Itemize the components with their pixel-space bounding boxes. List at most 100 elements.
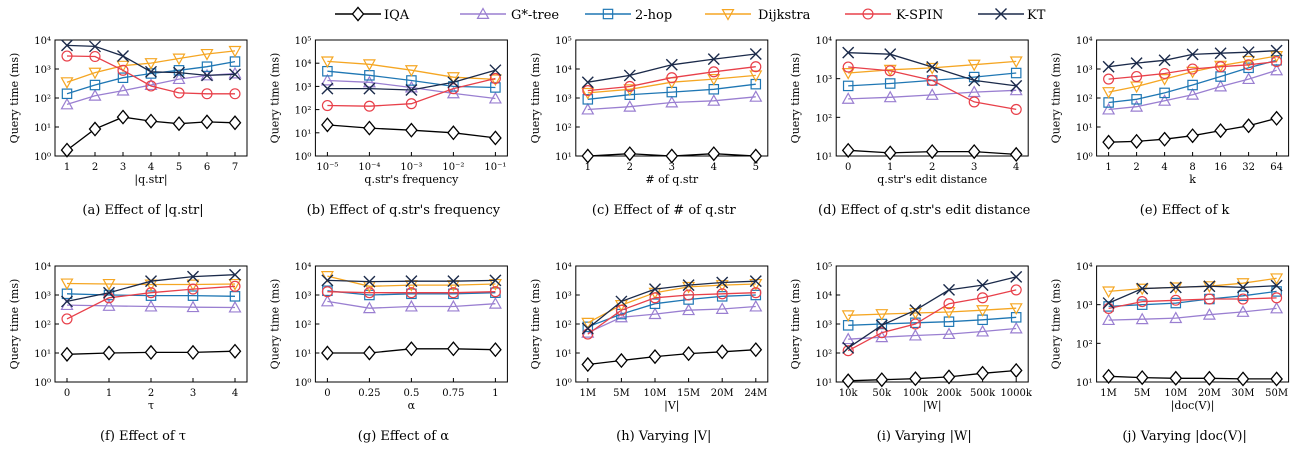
data-point bbox=[1214, 123, 1227, 139]
data-point bbox=[447, 275, 460, 288]
legend-label: Dijkstra bbox=[758, 8, 811, 23]
data-point bbox=[116, 109, 130, 125]
data-point bbox=[842, 345, 854, 357]
x-tick-label: 1 bbox=[492, 388, 498, 399]
data-point bbox=[229, 268, 241, 281]
data-point bbox=[320, 56, 334, 69]
y-tick-label: 10⁵ bbox=[815, 262, 832, 273]
data-point bbox=[145, 65, 157, 78]
series-iqa bbox=[581, 342, 763, 373]
data-point bbox=[405, 122, 418, 138]
data-point bbox=[967, 59, 981, 72]
data-point bbox=[1203, 370, 1216, 386]
series-k-spin bbox=[321, 72, 501, 112]
y-axis-title: Query time (ms) bbox=[789, 279, 802, 370]
data-point bbox=[1237, 293, 1249, 305]
series-kt bbox=[61, 268, 241, 308]
data-point bbox=[648, 349, 662, 365]
data-point bbox=[943, 298, 955, 310]
data-point bbox=[1102, 286, 1116, 299]
data-point bbox=[363, 345, 376, 361]
series-g-tree bbox=[581, 90, 763, 115]
data-point bbox=[89, 50, 101, 63]
data-point bbox=[665, 95, 679, 108]
data-point bbox=[968, 74, 981, 87]
data-point bbox=[582, 94, 594, 105]
data-point bbox=[1010, 284, 1022, 296]
data-point bbox=[117, 64, 129, 76]
data-point bbox=[1009, 362, 1023, 379]
chart-caption: (j) Varying |doc(V)| bbox=[1122, 429, 1247, 444]
data-point bbox=[976, 365, 989, 381]
data-point bbox=[876, 327, 888, 339]
x-tick-label: 100k bbox=[903, 388, 929, 399]
data-point bbox=[683, 289, 695, 301]
data-point bbox=[750, 61, 762, 73]
series-line bbox=[587, 280, 756, 330]
legend-item-2-hop: 2-hop bbox=[585, 8, 672, 23]
data-point bbox=[1243, 59, 1255, 71]
data-point bbox=[173, 66, 185, 79]
series-line bbox=[66, 55, 235, 95]
data-point bbox=[925, 143, 939, 160]
series-line bbox=[1108, 55, 1277, 93]
data-point bbox=[649, 283, 661, 296]
chart-3: 10¹ 10² 10³ 10⁴ 10⁵ 1 2 3 4 5 Query time (ms) # of … bbox=[529, 36, 769, 218]
data-point bbox=[60, 142, 74, 158]
x-tick-label: 1 bbox=[887, 162, 893, 173]
x-tick-label: 10⁻⁴ bbox=[358, 162, 380, 173]
x-tick-label: 3 bbox=[669, 162, 675, 173]
data-point bbox=[1170, 294, 1182, 306]
data-point bbox=[1130, 99, 1144, 112]
y-tick-label: 10⁵ bbox=[555, 36, 572, 47]
y-axis-title: Query time (ms) bbox=[268, 53, 281, 144]
x-tick-label: 3 bbox=[120, 162, 126, 173]
series-2-hop bbox=[61, 56, 241, 100]
data-point bbox=[708, 66, 720, 78]
chart-caption: (f) Effect of τ bbox=[100, 429, 186, 444]
data-point bbox=[884, 78, 896, 89]
data-point bbox=[321, 286, 333, 298]
data-point bbox=[228, 343, 242, 359]
series-iqa bbox=[321, 341, 502, 361]
chart-4: 10¹ 10² 10³ 10⁴ 0 1 2 3 4 Query time (ms) q.str's … bbox=[789, 36, 1030, 218]
x-tick-label: 3 bbox=[190, 388, 196, 399]
data-point bbox=[145, 80, 157, 92]
series-line bbox=[66, 285, 236, 320]
data-point bbox=[89, 79, 101, 91]
data-point bbox=[1102, 134, 1115, 150]
data-point bbox=[842, 80, 854, 92]
data-point bbox=[321, 99, 333, 112]
data-point bbox=[144, 58, 158, 70]
series-line bbox=[848, 369, 1017, 382]
series-line bbox=[66, 304, 236, 309]
data-point bbox=[841, 142, 855, 158]
y-tick-label: 10⁰ bbox=[295, 378, 312, 389]
x-tick-label: 4 bbox=[148, 162, 154, 173]
data-point bbox=[1236, 371, 1250, 387]
series-line bbox=[327, 291, 496, 294]
data-point bbox=[581, 148, 595, 164]
data-point bbox=[228, 45, 242, 58]
y-tick-label: 10¹ bbox=[1076, 378, 1093, 389]
series-dijkstra bbox=[581, 70, 763, 100]
x-tick-label: 10⁻³ bbox=[400, 162, 422, 173]
data-point bbox=[1103, 73, 1115, 85]
x-tick-label: 20M bbox=[1198, 388, 1221, 399]
series-line bbox=[66, 293, 236, 297]
data-point bbox=[200, 48, 214, 61]
data-point bbox=[446, 299, 460, 312]
legend-label: 2-hop bbox=[635, 8, 672, 23]
data-point bbox=[1237, 290, 1249, 302]
series-k-spin bbox=[842, 61, 1022, 115]
y-axis-title: Query time (ms) bbox=[8, 279, 21, 370]
series-line bbox=[587, 283, 756, 324]
x-tick-label: 8 bbox=[1189, 162, 1195, 173]
x-tick-label: 4 bbox=[1161, 162, 1167, 173]
data-point bbox=[1271, 56, 1283, 68]
data-point bbox=[925, 88, 939, 100]
series-line bbox=[327, 77, 496, 107]
data-point bbox=[187, 283, 199, 295]
y-tick-label: 10⁴ bbox=[555, 65, 572, 76]
series-line bbox=[848, 307, 1017, 316]
